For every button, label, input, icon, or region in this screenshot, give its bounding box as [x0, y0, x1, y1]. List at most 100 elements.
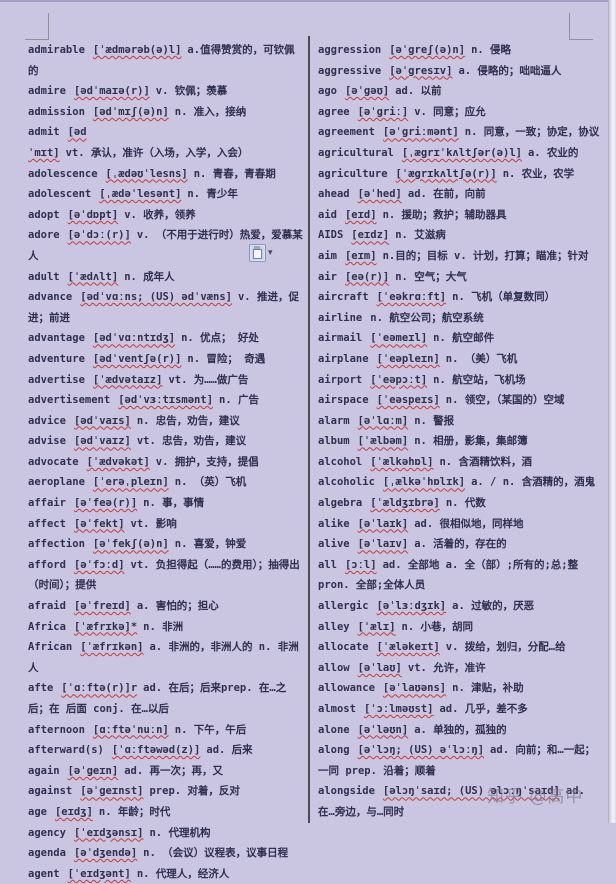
dictionary-entry: AIDS [eɪdz] n. 艾滋病	[318, 225, 604, 246]
entry-phonetic: [ˈeəmeɪl]	[370, 332, 428, 345]
entry-definition: vt. 负担得起（……的费用）；抽得出（时间）；提供	[28, 558, 300, 592]
dictionary-entry: admirable [ˈædmərəb(ə)l] a.值得赞赏的，可钦佩的	[28, 40, 304, 81]
entry-phonetic: [ədˈvɑːntɪdʒ]	[92, 332, 176, 345]
dictionary-entry: adult [ˈædʌlt] n. 成年人	[28, 267, 304, 288]
entry-definition: n. 成年人	[124, 270, 175, 283]
entry-word: advertisement	[28, 394, 111, 407]
entry-definition: n. （英）飞机	[174, 476, 247, 489]
margin-mark-top-left	[25, 13, 49, 40]
dictionary-entry: aggressive [əˈgresɪv] a. 侵略的；咄咄逼人	[318, 61, 604, 82]
entry-definition: vt. 忠告，劝告，建议	[136, 435, 247, 448]
dictionary-entry: afterward(s) [ˈɑːftəwəd(z)] ad. 后来	[28, 740, 304, 761]
dictionary-entry: ahead [əˈhed] ad. 在前，向前	[318, 184, 604, 205]
entry-definition: v. 收养，领养	[124, 208, 196, 221]
entry-definition: n. 优点； 好处	[181, 332, 259, 345]
dictionary-entry: agriculture [ˈægrɪkʌltʃə(r)] n. 农业，农学	[318, 164, 604, 185]
entry-definition: n. 警报	[414, 414, 455, 427]
dictionary-entry: against [əˈgeɪnst] prep. 对着，反对	[28, 781, 304, 802]
dictionary-entry: aid [eɪd] n. 援助；救护；辅助器具	[318, 205, 604, 226]
entry-definition: ad. 在…旁边，与…同时	[318, 785, 585, 818]
entry-word: along	[318, 744, 350, 757]
entry-word: affair	[28, 497, 66, 510]
scrollbar[interactable]	[608, 0, 616, 823]
dictionary-entry: advantage [ədˈvɑːntɪdʒ] n. 优点； 好处	[28, 328, 304, 349]
dictionary-entry: agent [ˈeɪdʒənt] n. 代理人，经济人	[28, 864, 304, 884]
right-column: aggression [əˈgreʃ(ə)n] n. 侵略 aggressive [ə…	[318, 40, 604, 823]
entry-phonetic: [ˈeəpɔːt]	[370, 373, 428, 386]
entry-phonetic: [əˈlɔŋ; (US) əˈlɔːŋ]	[357, 744, 485, 757]
entry-word: affect	[28, 517, 66, 530]
dictionary-entry: alcohol [ˈælkəhɒl] n. 含酒精饮料，酒	[318, 452, 604, 473]
entry-definition: v. 钦佩；羡慕	[155, 85, 228, 98]
entry-word: allergic	[318, 600, 369, 613]
entry-definition: a. 过敏的，厌恶	[452, 600, 535, 613]
entry-phonetic: [ˈɑːftə(r)]r	[61, 682, 138, 695]
entry-word: advantage	[28, 332, 85, 345]
dictionary-entry: advocate [ˈædvəkət] v. 拥护，支持，提倡	[28, 452, 304, 473]
entry-phonetic: [ˈeəkrɑːft]	[376, 291, 447, 304]
entry-definition: ad. 几乎，差不多	[439, 703, 528, 715]
entry-definition: ad. 向前；和…一起；一同 prep. 沿着；顺着	[318, 744, 596, 777]
dictionary-entry: alarm [əˈlɑːm] n. 警报	[318, 411, 604, 432]
entry-phonetic: [əˈfeə(r)]	[73, 497, 138, 510]
entry-definition: ad. 在后；后来prep. 在…之后；在 后面 conj. 在…以后	[28, 682, 287, 715]
paste-options-button[interactable]: ▾	[249, 244, 277, 262]
entry-definition: n. 含酒精饮料，酒	[439, 455, 532, 468]
dictionary-entry: allow [əˈlaʊ] vt. 允许，准许	[318, 658, 604, 679]
entry-definition: vt. 承认，准许（入场，入学，入会）	[65, 146, 249, 159]
entry-definition: ad. 全部地 a. 全（部）;所有的;总;整 pron. 全部;全体人员	[318, 558, 579, 592]
entry-phonetic: [eɪm]	[344, 249, 377, 262]
page-top-edge	[0, 0, 616, 2]
entry-word: admission	[28, 105, 85, 118]
dictionary-entry: admit [ədˈmɪt] vt. 承认，准许（入场，入学，入会）	[28, 122, 304, 163]
entry-phonetic: [ˌægrɪˈkʌltʃər(ə)l]	[401, 146, 522, 159]
entry-phonetic: [eə(r)]	[344, 270, 390, 283]
clipboard-icon	[249, 244, 266, 262]
entry-word: agenda	[28, 847, 66, 860]
entry-word: adventure	[28, 352, 85, 365]
entry-definition: v. （不用于进行时）热爱，爱慕某人	[28, 229, 303, 262]
entry-word: agent	[28, 867, 60, 880]
entry-word: afternoon	[28, 723, 85, 736]
dictionary-entry: all [ɔːl] ad. 全部地 a. 全（部）;所有的;总;整 pron. 全部…	[318, 555, 604, 596]
dictionary-entry: allocate [ˈæləkeɪt] v. 拨给，划归，分配…给	[318, 637, 604, 658]
entry-definition: n. 津贴，补助	[452, 682, 524, 695]
entry-definition: prep. 对着，反对	[149, 785, 240, 798]
entry-phonetic: [ˈædʌlt]	[67, 270, 119, 283]
entry-definition: n. 代理机构	[149, 826, 211, 839]
entry-word: air	[318, 270, 337, 283]
entry-definition: a. 活着的，存在的	[414, 538, 507, 551]
entry-phonetic: [eɪd]	[344, 208, 377, 221]
entry-definition: n. 喜爱，钟爱	[174, 538, 247, 551]
entry-word: airspace	[318, 394, 369, 407]
dictionary-entry: alongside [əlɔŋˈsaɪd; (US) əlɔːŋˈsaɪd] ad.…	[318, 781, 604, 822]
entry-phonetic: [əˈgəʊ]	[344, 85, 390, 98]
entry-definition: n. 同意，一致；协定，协议	[464, 126, 600, 139]
dictionary-entry: aircraft [ˈeəkrɑːft] n. 飞机（单复数同）	[318, 287, 604, 308]
entry-phonetic: [ˈælɪ]	[357, 620, 396, 633]
entry-word: airplane	[318, 352, 369, 365]
entry-phonetic: [ˈæfrɪkə]*	[73, 620, 138, 633]
entry-word: alone	[318, 723, 350, 736]
dictionary-entry: alike [əˈlaɪk] ad. 很相似地，同样地	[318, 514, 604, 535]
entry-phonetic: [ədˈmaɪə(r)]	[73, 85, 150, 98]
dictionary-entry: aeroplane [ˈerəˌpleɪn] n. （英）飞机	[28, 472, 304, 493]
entry-definition: n. 下午，午后	[174, 723, 247, 736]
entry-phonetic: [əˈhed]	[357, 188, 402, 201]
entry-word: admirable	[28, 44, 85, 56]
entry-definition: ad. 很相似地，同样地	[414, 517, 524, 530]
entry-definition: n. 领空，（某国的）空域	[445, 394, 565, 407]
entry-phonetic: [ˈædmərəb(ə)l]	[92, 44, 182, 56]
entry-phonetic: [ˈæləkeɪt]	[376, 641, 440, 654]
entry-word: almost	[318, 703, 356, 715]
entry-phonetic: [ˈægrɪkʌltʃə(r)]	[395, 167, 497, 180]
entry-phonetic: [əˈdɒpt]	[67, 208, 119, 221]
dictionary-entry: agricultural [ˌægrɪˈkʌltʃər(ə)l] a. 农业的	[318, 143, 604, 164]
entry-word: AIDS	[318, 229, 344, 242]
entry-definition: n. 年龄；时代	[98, 805, 171, 818]
dictionary-entry: advise [ədˈvaɪz] vt. 忠告，劝告，建议	[28, 431, 304, 452]
entry-word: adult	[28, 270, 60, 283]
entry-word: agriculture	[318, 167, 388, 180]
entry-word: all	[318, 558, 337, 571]
entry-word: advocate	[28, 455, 79, 468]
